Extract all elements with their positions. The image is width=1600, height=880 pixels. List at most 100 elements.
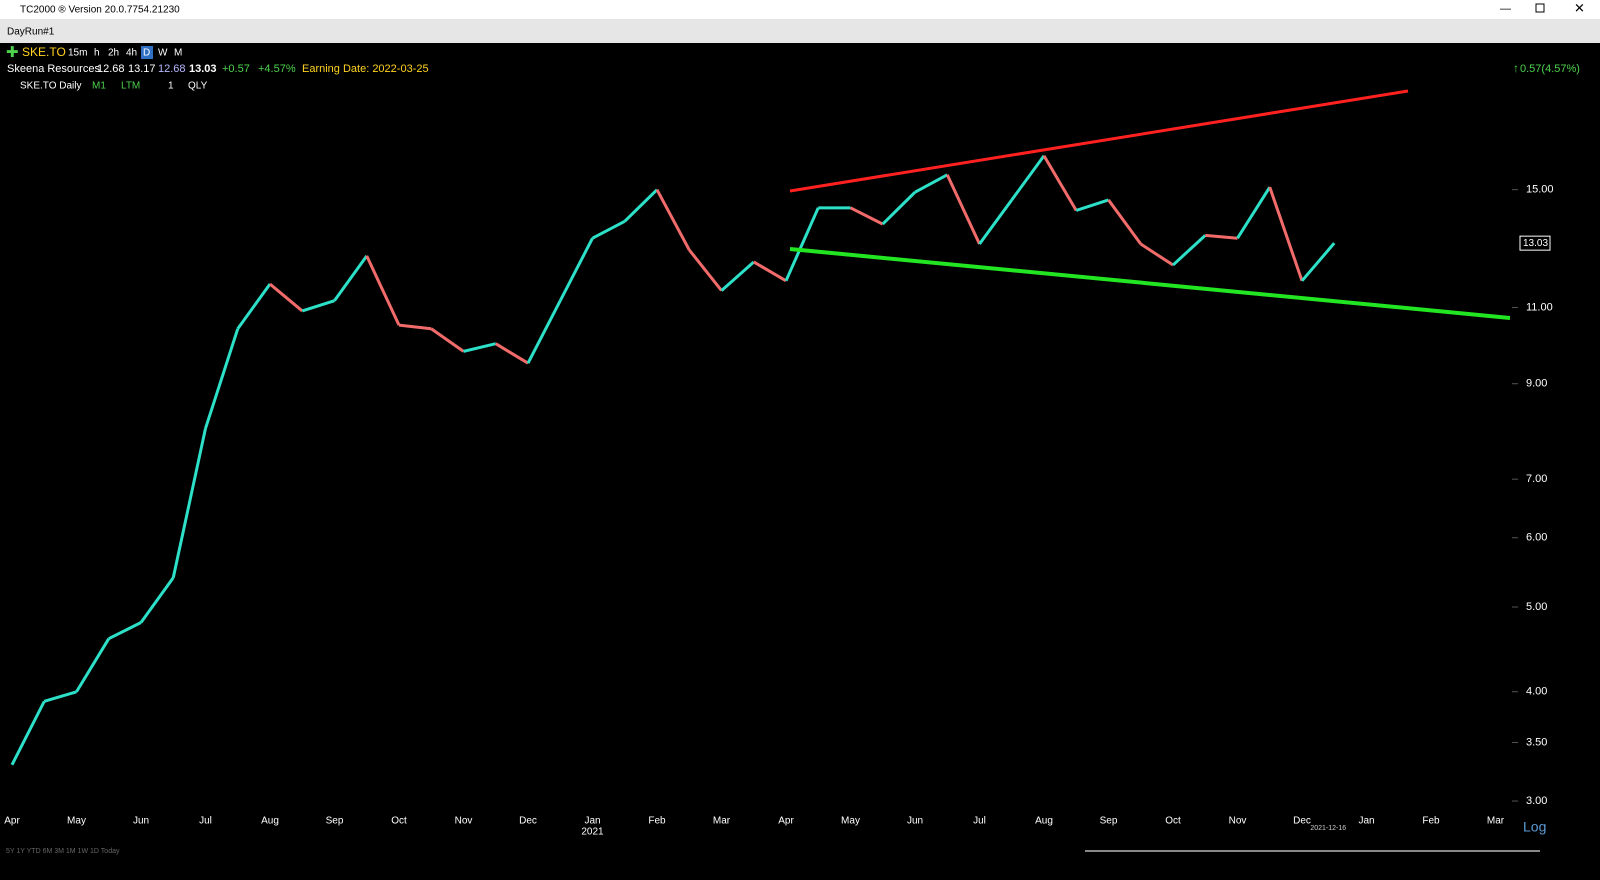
change-summary: ↑ xyxy=(1513,61,1519,75)
support-trendline xyxy=(789,247,1511,320)
price-segment xyxy=(333,255,368,302)
chart-name[interactable]: SKE.TO Daily xyxy=(20,81,82,92)
timeframe[interactable]: 4h xyxy=(126,48,137,59)
timeframe[interactable]: M xyxy=(174,48,182,59)
price-segment xyxy=(1236,186,1272,240)
x-tick-label: Sep xyxy=(326,816,344,827)
last-price-label: 13.03 xyxy=(1523,238,1548,249)
timeframe[interactable]: D xyxy=(143,48,150,59)
x-tick-label: Dec xyxy=(1293,816,1311,827)
price-segment xyxy=(236,283,272,330)
chart-panel xyxy=(0,43,1600,859)
timeframe[interactable]: 15m xyxy=(68,48,87,59)
x-tick-label: Aug xyxy=(261,816,279,827)
y-tick-label: 9.00 xyxy=(1526,378,1547,390)
last-price-box xyxy=(1519,235,1551,251)
price-segment xyxy=(171,428,207,579)
price-segment xyxy=(108,621,142,641)
x-tick-label: Nov xyxy=(455,816,473,827)
price-segment xyxy=(720,260,755,292)
x-tick-label: May xyxy=(841,816,860,827)
symbol[interactable]: SKE.TO xyxy=(22,45,66,59)
tab-bar xyxy=(0,19,1600,43)
minimize[interactable]: — xyxy=(1500,3,1511,15)
y-tick-label: 15.00 xyxy=(1526,184,1554,196)
price-segment xyxy=(914,173,948,194)
close[interactable]: ✕ xyxy=(1574,0,1585,15)
y-tick-label: 5.00 xyxy=(1526,601,1547,613)
x-tick-label: Apr xyxy=(778,816,794,827)
timeframe-active xyxy=(141,46,153,59)
timeframe[interactable]: W xyxy=(158,48,168,59)
price-segment xyxy=(1107,199,1142,245)
x-tick-label: Jul xyxy=(199,816,212,827)
price-segment xyxy=(10,700,46,766)
x-tick-label: Nov xyxy=(1229,816,1247,827)
company-name: Skeena Resources xyxy=(7,63,100,75)
range-buttons[interactable]: 5Y 1Y YTD 6M 3M 1M 1W 1D Today xyxy=(6,848,120,855)
x-tick-label: Jun xyxy=(907,816,923,827)
x-tick-label: Apr xyxy=(4,816,20,827)
y-tick-label: 3.00 xyxy=(1526,795,1547,807)
x-tick-label: Jan xyxy=(1358,816,1374,827)
price-segment xyxy=(398,323,432,331)
price-segment xyxy=(43,690,77,703)
x-tick-label: May xyxy=(67,816,86,827)
y-tick-label: 7.00 xyxy=(1526,473,1547,485)
price-segment xyxy=(204,328,240,429)
price: 13.03 xyxy=(189,63,217,75)
price-segment xyxy=(591,220,626,240)
x-tick-label: Mar xyxy=(713,816,731,827)
price-segment xyxy=(1171,234,1207,267)
change-summary: 0.57(4.57%) xyxy=(1520,63,1580,75)
title-bar xyxy=(0,0,1600,19)
chart-option[interactable]: M1 xyxy=(92,81,106,92)
maximize[interactable] xyxy=(1535,3,1545,13)
year-label: 2021 xyxy=(581,827,604,838)
price-segment xyxy=(365,255,401,326)
price-segment xyxy=(752,260,787,283)
price-segment xyxy=(558,237,594,302)
price-segment xyxy=(623,188,659,223)
timeframe[interactable]: 2h xyxy=(108,48,119,59)
price-segment xyxy=(463,342,497,353)
price-segment xyxy=(945,174,981,245)
x-tick-label: Oct xyxy=(1165,816,1181,827)
x-tick-label: Aug xyxy=(1035,816,1053,827)
price: 13.17 xyxy=(128,63,156,75)
chart-option[interactable]: LTM xyxy=(121,81,140,92)
y-tick-label: 6.00 xyxy=(1526,532,1547,544)
add-button[interactable]: ✚ xyxy=(6,44,19,61)
price-segment xyxy=(494,342,529,365)
change-pct: +4.57% xyxy=(258,63,296,75)
price-segment xyxy=(301,299,335,313)
x-tick-label: Feb xyxy=(1422,816,1440,827)
price-segment xyxy=(784,207,820,282)
price-segment xyxy=(526,299,562,364)
date-marker: 2021-12-16 xyxy=(1310,825,1346,832)
price-segment xyxy=(139,576,175,624)
chart-option[interactable]: QLY xyxy=(188,81,208,92)
x-tick-label: Oct xyxy=(391,816,407,827)
x-tick-label: Sep xyxy=(1100,816,1118,827)
price-segment xyxy=(75,637,111,693)
timeframe[interactable]: h xyxy=(94,48,100,59)
price-segment xyxy=(1300,242,1336,282)
y-tick-label: 11.00 xyxy=(1526,301,1553,313)
chart-option[interactable]: 1 xyxy=(168,81,174,92)
price-segment xyxy=(849,206,884,226)
scale-label[interactable]: Log xyxy=(1523,819,1546,835)
x-tick-label: Jan xyxy=(584,816,600,827)
x-tick-label: Jul xyxy=(973,816,986,827)
price-segment xyxy=(1139,242,1174,267)
tab[interactable]: DayRun#1 xyxy=(7,27,55,38)
x-tick-label: Mar xyxy=(1487,816,1505,827)
y-tick-label: 4.00 xyxy=(1526,686,1547,698)
price-segment xyxy=(1268,186,1304,282)
price-segment xyxy=(655,188,691,251)
y-tick-label: 3.50 xyxy=(1526,736,1547,748)
x-tick-label: Jun xyxy=(133,816,149,827)
x-tick-label: Feb xyxy=(648,816,666,827)
earnings-date: Earning Date: 2022-03-25 xyxy=(302,63,429,75)
